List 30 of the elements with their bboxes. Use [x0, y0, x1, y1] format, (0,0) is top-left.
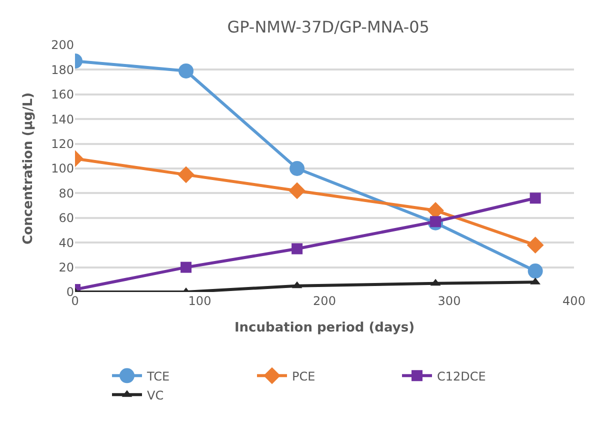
y-tick-label: 20 [58, 260, 74, 274]
chart-title: GP-NMW-37D/GP-MNA-05 [227, 17, 430, 36]
y-tick-label: 100 [51, 162, 74, 176]
point [530, 192, 541, 204]
legend-label: PCE [292, 369, 316, 384]
y-tick-label: 200 [51, 38, 74, 52]
legend-label: C12DCE [437, 369, 486, 384]
x-axis-title: Incubation period (days) [234, 320, 415, 336]
point [290, 161, 305, 176]
y-tick-label: 60 [58, 211, 74, 226]
x-tick-label: 100 [188, 294, 212, 308]
point [178, 63, 194, 78]
y-tick-label: 140 [51, 112, 74, 126]
y-tick-label: 40 [58, 236, 74, 250]
point [178, 166, 194, 184]
point [180, 262, 192, 273]
x-tick-label: 300 [438, 294, 461, 308]
y-axis-title: Concentration (µg/L) [21, 92, 36, 245]
legend-label: TCE [146, 369, 170, 384]
x-tick-label: 400 [562, 294, 586, 308]
point [526, 236, 544, 254]
point [288, 182, 306, 200]
legend-label: VC [147, 388, 164, 402]
y-tick-label: 180 [51, 62, 74, 77]
y-tick-label: 80 [58, 186, 74, 200]
y-tick-label: 160 [51, 88, 74, 102]
y-tick-label: 120 [51, 137, 74, 151]
point [528, 264, 543, 279]
x-tick-label: 200 [313, 294, 336, 308]
point [292, 243, 303, 254]
